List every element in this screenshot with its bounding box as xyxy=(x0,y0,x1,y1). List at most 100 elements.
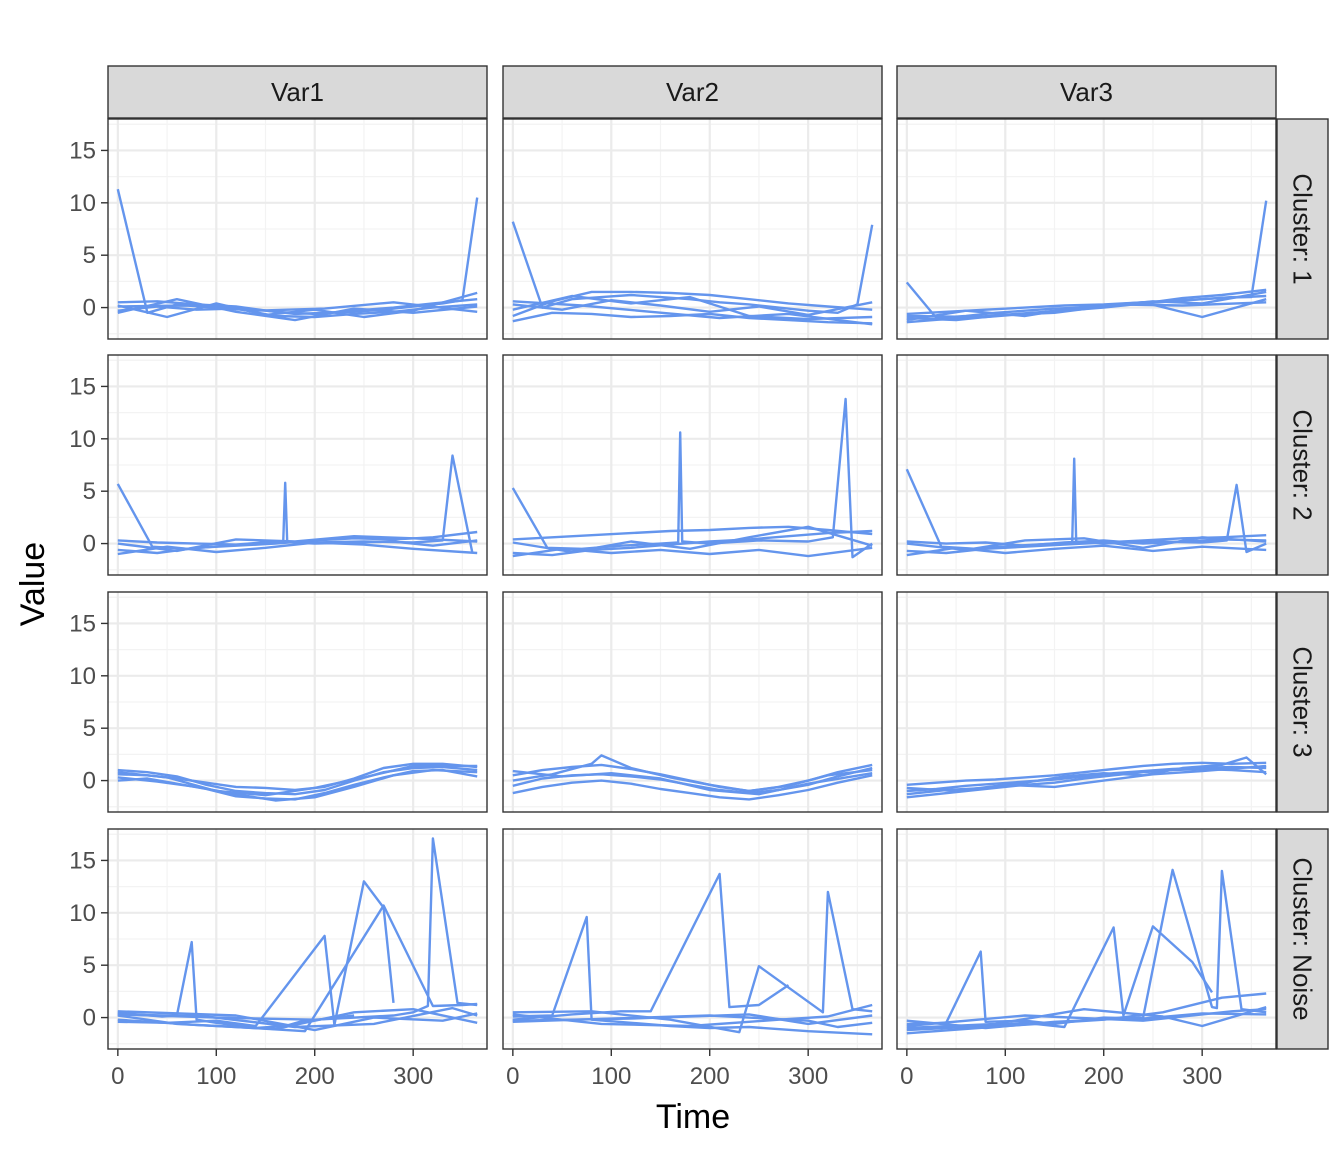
panel-border xyxy=(896,591,1277,813)
series-line-5 xyxy=(512,294,873,321)
series-line-5 xyxy=(117,764,478,797)
panel-1-2 xyxy=(503,119,882,339)
series-line-4 xyxy=(906,290,1267,322)
x-tick-label: 200 xyxy=(690,1063,730,1090)
x-tick-label: 200 xyxy=(295,1063,335,1090)
x-tick-label: 300 xyxy=(393,1063,433,1090)
series-line-6 xyxy=(906,1008,1267,1028)
panel-border xyxy=(107,828,488,1050)
strip-background xyxy=(502,65,883,119)
panel-border xyxy=(502,828,883,1050)
y-tick-label: 5 xyxy=(83,715,96,742)
strip-background xyxy=(107,65,488,119)
y-tick-label: 10 xyxy=(69,663,96,690)
strip-background xyxy=(1276,118,1329,340)
series-line-4 xyxy=(117,541,478,556)
series-line-4 xyxy=(512,754,873,793)
x-axis-title: Time xyxy=(656,1098,730,1136)
strip-background xyxy=(1276,354,1329,576)
panel-border xyxy=(896,118,1277,340)
y-tick-label: 0 xyxy=(83,295,96,322)
panel-border xyxy=(502,118,883,340)
strip-background xyxy=(896,65,1277,119)
series-line-6 xyxy=(512,1013,873,1026)
y-tick-label: 10 xyxy=(69,190,96,217)
series-line-5 xyxy=(906,764,1267,793)
panel-border xyxy=(107,354,488,576)
panel-border xyxy=(107,118,488,340)
series-line-2 xyxy=(906,925,1214,1032)
x-tick-label: 300 xyxy=(1182,1063,1222,1090)
series-line-5 xyxy=(117,535,478,553)
row-strip-label: Cluster: 2 xyxy=(1288,409,1318,520)
series-line-4 xyxy=(512,299,873,317)
y-tick-label: 15 xyxy=(69,137,96,164)
x-tick-label: 0 xyxy=(111,1063,124,1090)
column-strip-3: Var3 xyxy=(896,65,1277,119)
panel-series-group xyxy=(906,868,1267,1035)
panel-2-2 xyxy=(503,355,882,575)
series-line-1 xyxy=(117,765,478,796)
y-tick-label: 5 xyxy=(83,242,96,269)
series-line-4 xyxy=(512,546,873,558)
panel-series-group xyxy=(511,397,873,559)
series-line-3 xyxy=(906,761,1267,786)
series-line-6 xyxy=(512,300,873,326)
panel-series-group xyxy=(906,756,1267,799)
series-line-3 xyxy=(512,525,873,541)
y-tick-label: 5 xyxy=(83,478,96,505)
column-strip-1: Var1 xyxy=(107,65,488,119)
column-strip-2: Var2 xyxy=(502,65,883,119)
panel-border xyxy=(896,828,1277,1050)
y-axis-title: Value xyxy=(14,542,52,626)
x-tick-label: 200 xyxy=(1084,1063,1124,1090)
series-line-2 xyxy=(117,880,395,1028)
column-strip-label: Var2 xyxy=(666,77,719,107)
series-line-5 xyxy=(906,1005,1267,1030)
y-tick-label: 15 xyxy=(69,373,96,400)
series-line-5 xyxy=(117,1008,478,1031)
y-tick-label: 10 xyxy=(69,900,96,927)
series-line-2 xyxy=(512,872,790,1021)
panel-series-group xyxy=(116,188,479,322)
series-line-5 xyxy=(906,536,1267,552)
panel-series-group xyxy=(511,221,874,326)
panel-border xyxy=(107,591,488,813)
x-tick-label: 0 xyxy=(900,1063,913,1090)
x-tick-label: 300 xyxy=(788,1063,828,1090)
column-strip-label: Var3 xyxy=(1060,77,1113,107)
row-strip-3: Cluster: 3 xyxy=(1276,591,1329,813)
series-line-4 xyxy=(117,768,478,802)
y-tick-label: 5 xyxy=(83,952,96,979)
row-strip-2: Cluster: 2 xyxy=(1276,354,1329,576)
series-line-6 xyxy=(117,1010,478,1032)
series-line-3 xyxy=(512,890,873,1034)
y-tick-label: 0 xyxy=(83,768,96,795)
row-strip-4: Cluster: Noise xyxy=(1276,828,1329,1050)
x-tick-label: 100 xyxy=(591,1063,631,1090)
column-strip-label: Var1 xyxy=(271,77,324,107)
series-line-3 xyxy=(512,774,873,801)
y-tick-label: 15 xyxy=(69,847,96,874)
panel-3-1 xyxy=(108,592,487,812)
panel-border xyxy=(502,354,883,576)
panel-series-group xyxy=(117,837,478,1033)
strip-background xyxy=(1276,591,1329,813)
row-strip-1: Cluster: 1 xyxy=(1276,118,1329,340)
x-tick-label: 100 xyxy=(985,1063,1025,1090)
panel-series-group xyxy=(512,872,873,1036)
series-line-5 xyxy=(512,525,873,554)
row-strip-label: Cluster: 3 xyxy=(1288,646,1318,757)
panel-series-group xyxy=(512,754,873,801)
x-tick-label: 100 xyxy=(196,1063,236,1090)
panel-series-group xyxy=(905,200,1268,324)
panel-border xyxy=(502,591,883,813)
series-line-5 xyxy=(117,298,478,322)
series-line-6 xyxy=(117,301,478,313)
series-line-7 xyxy=(117,1006,478,1029)
panel-series-group xyxy=(905,457,1267,557)
x-tick-label: 0 xyxy=(506,1063,519,1090)
panel-border xyxy=(896,354,1277,576)
series-line-5 xyxy=(512,1003,873,1028)
